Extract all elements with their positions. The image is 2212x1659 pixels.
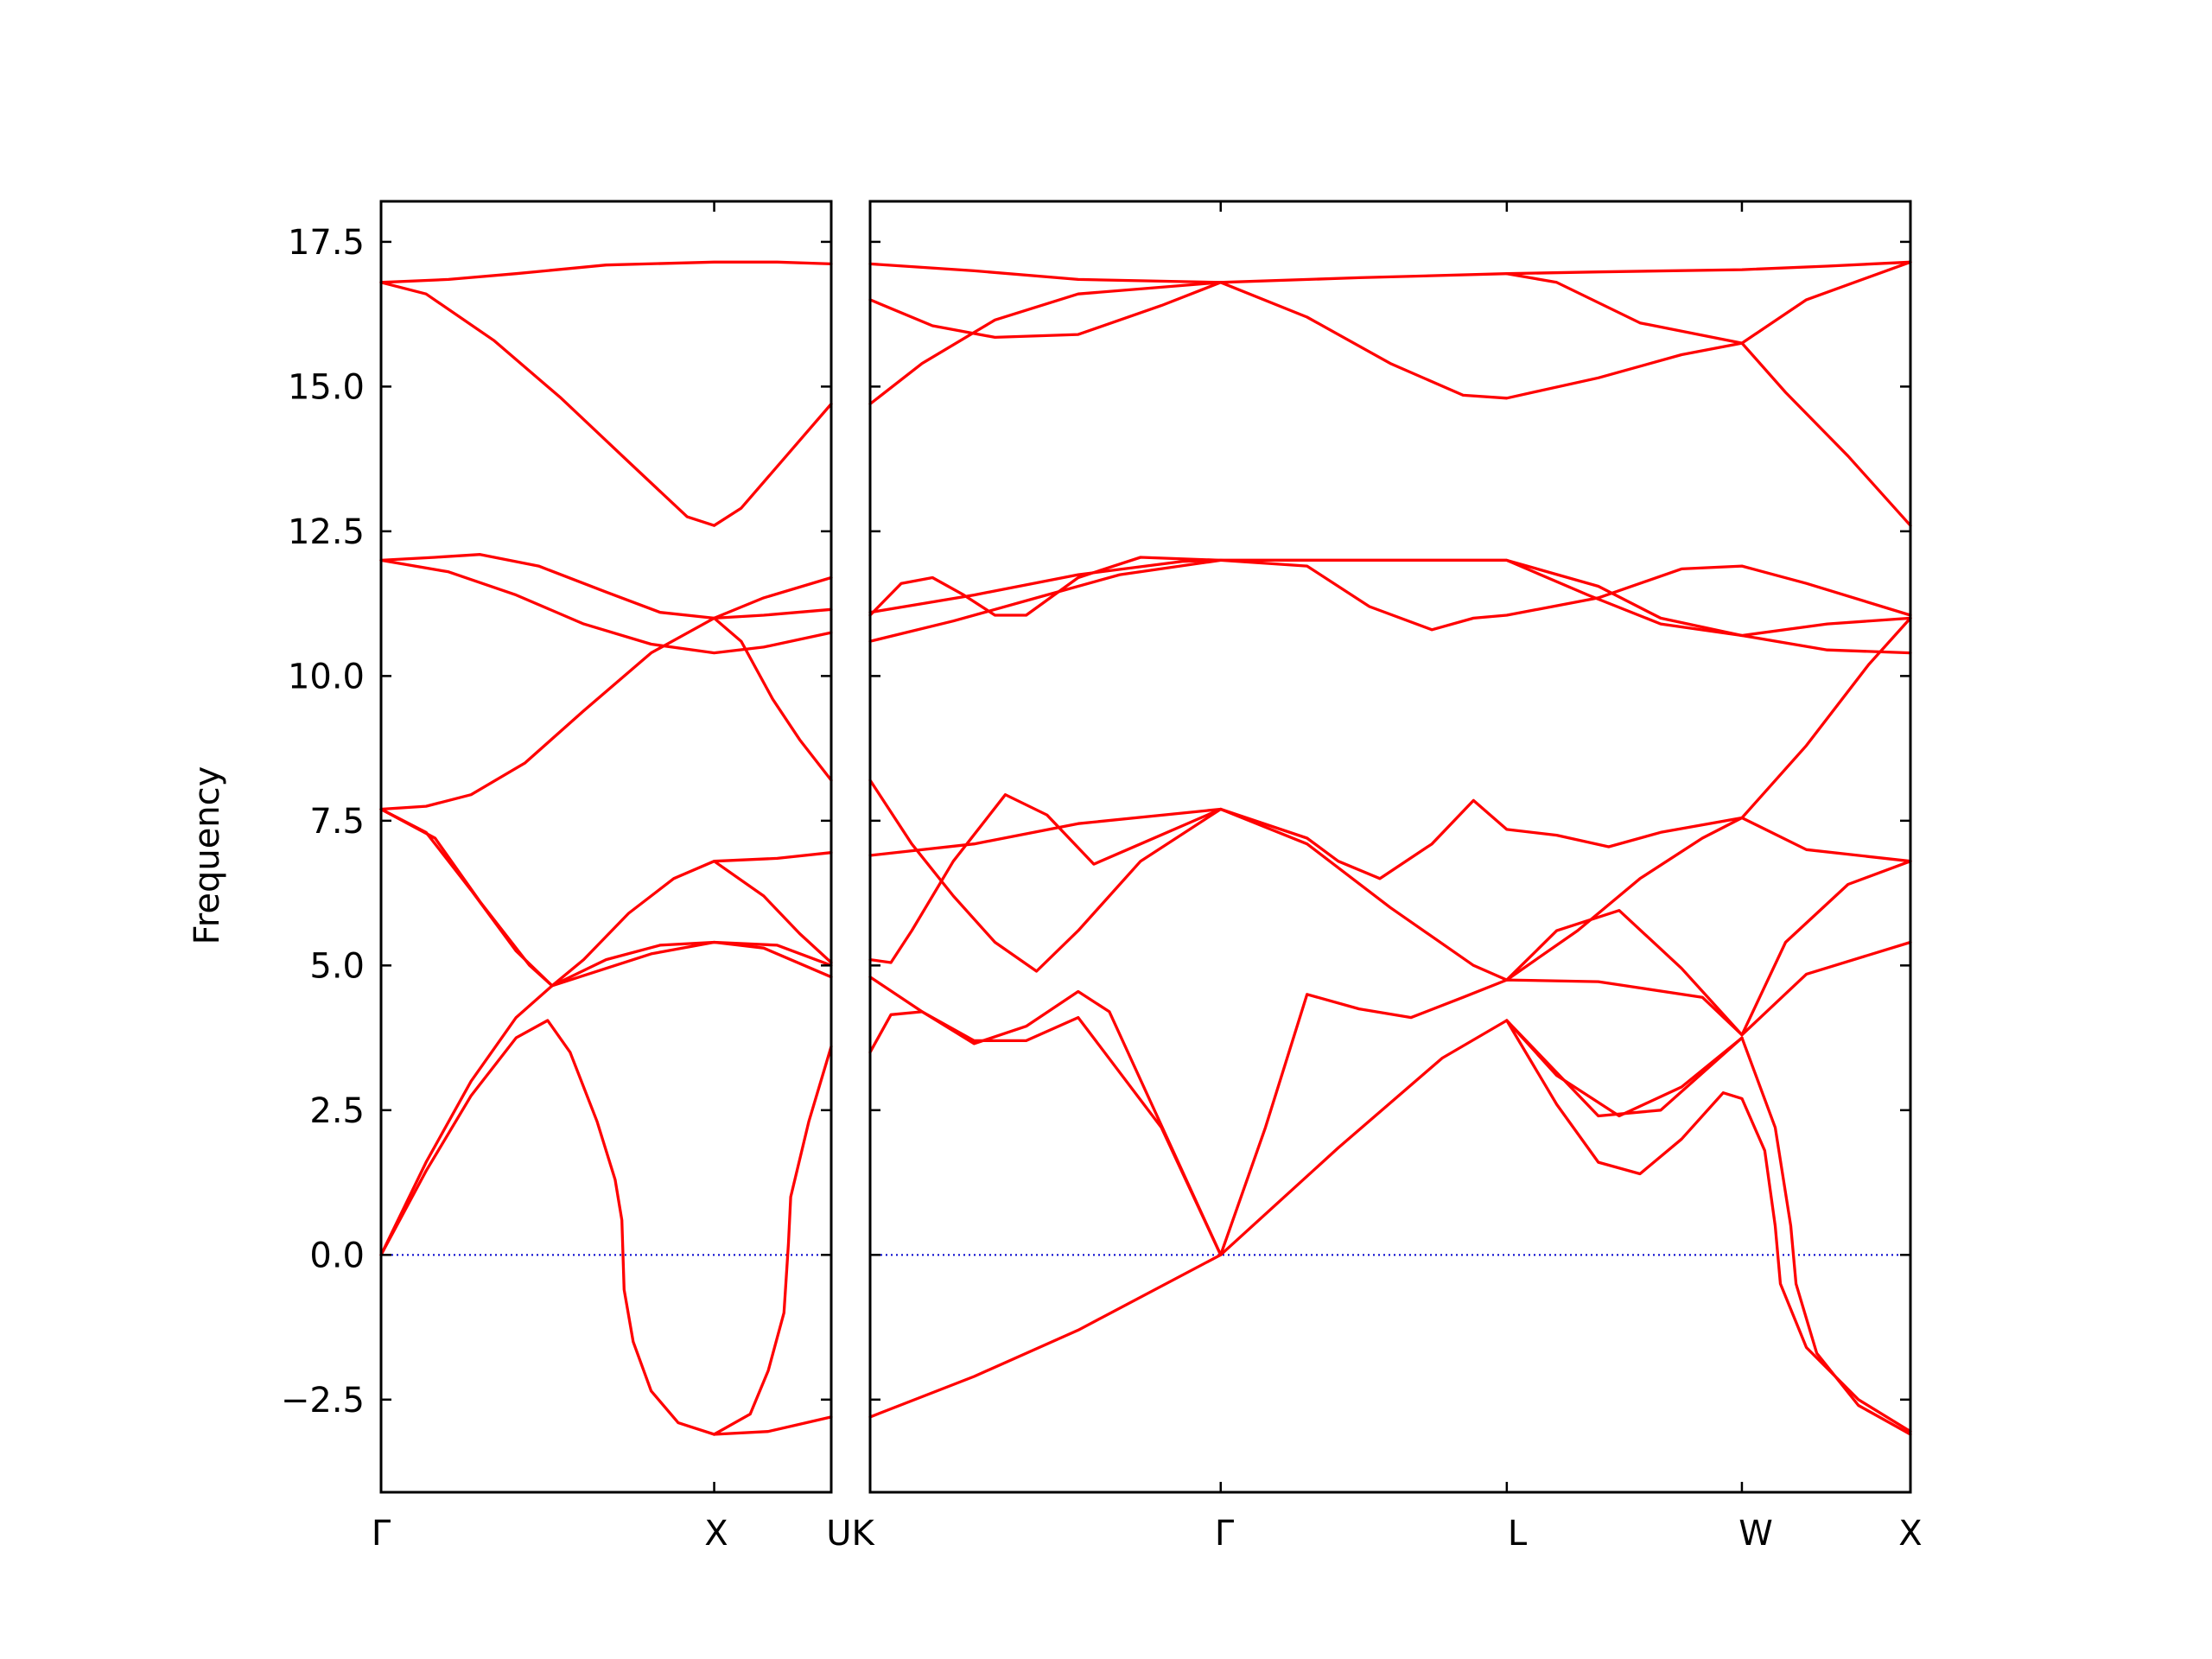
band-line-1-5	[379, 607, 833, 811]
band-line-2-16	[1505, 1019, 1912, 1433]
x-tick-label: L	[1508, 1514, 1528, 1554]
band-line-2-8	[868, 558, 1912, 638]
band-line-1-1	[379, 260, 833, 284]
x-tick-label: X	[704, 1514, 728, 1554]
panel-1	[379, 200, 833, 1494]
band-line-2-9	[868, 616, 1912, 880]
x-tick-label: UK	[826, 1514, 875, 1554]
band-line-2-13	[868, 1010, 1223, 1256]
y-tick-label: 12.5	[288, 512, 365, 552]
band-line-1-12	[712, 1045, 833, 1436]
y-axis: −2.5 0.0 2.5 5.0 7.5 10.0 12.5 15.0 17.5 Γ X UK Γ L W X	[281, 223, 1923, 1554]
band-line-1-10	[712, 616, 833, 782]
y-tick-label: 15.0	[288, 367, 365, 407]
band-line-2-1	[868, 260, 1912, 284]
band-line-1-4	[379, 558, 833, 655]
y-axis-title: Frequency	[188, 766, 227, 945]
x-tick-label: Γ	[372, 1514, 391, 1554]
plot-panels	[379, 200, 1912, 1494]
band-line-1-11	[712, 860, 833, 964]
band-line-2-6	[868, 556, 1912, 632]
y-tick-label: −2.5	[281, 1381, 365, 1421]
y-tick-label: 2.5	[309, 1091, 365, 1131]
x-tick-label: X	[1898, 1514, 1922, 1554]
panel-frame	[379, 200, 833, 1494]
band-line-2-10	[868, 779, 1912, 982]
x-tick-label: W	[1738, 1514, 1773, 1554]
x-tick-label: Γ	[1215, 1514, 1235, 1554]
y-tick-label: 10.0	[288, 657, 365, 696]
band-line-2-7	[868, 558, 1912, 655]
band-line-1-7	[379, 807, 833, 988]
band-line-2-5	[1740, 341, 1912, 527]
band-line-1-8	[379, 940, 833, 1256]
y-tick-label: 5.0	[309, 946, 365, 986]
band-line-1-3	[379, 553, 833, 620]
band-line-2-14	[1505, 860, 1912, 1037]
y-tick-label: 17.5	[288, 223, 365, 263]
band-line-2-17	[1505, 1019, 1744, 1118]
band-line-2-4	[1505, 260, 1912, 345]
band-line-1-2	[379, 281, 833, 527]
band-line-2-2	[868, 281, 1744, 400]
y-tick-label: 0.0	[309, 1236, 365, 1275]
band-line-1-9	[379, 1019, 833, 1436]
band-line-2-15	[868, 1019, 1912, 1436]
band-line-2-3	[868, 281, 1223, 406]
band-line-2-11	[868, 793, 1223, 964]
y-tick-label: 7.5	[309, 802, 365, 842]
band-line-2-12	[868, 940, 1912, 1256]
panel-2	[868, 200, 1912, 1494]
panel-frame	[868, 200, 1912, 1494]
